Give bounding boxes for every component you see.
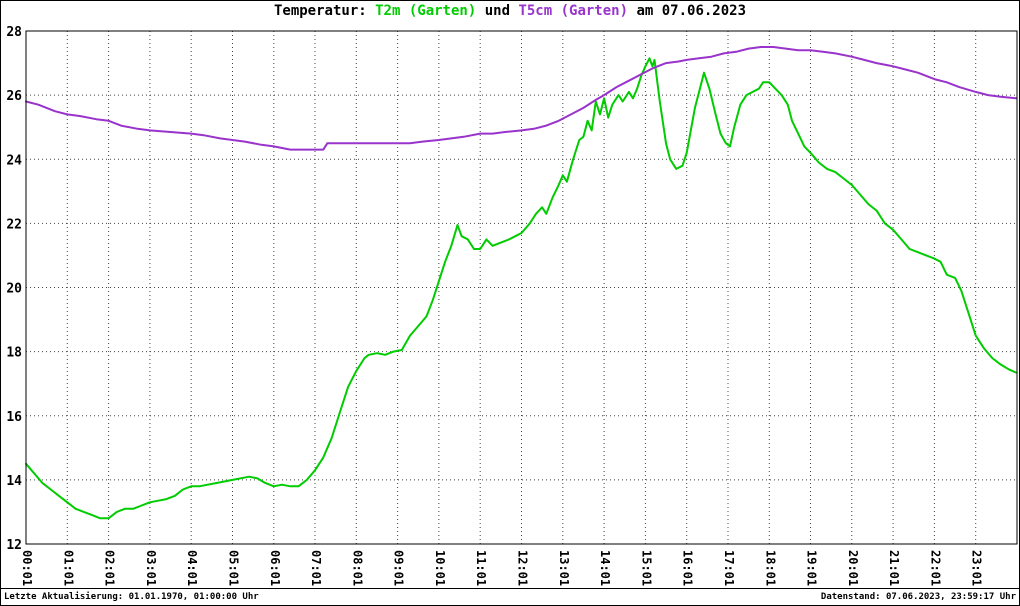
x-tick-label: 18:01 [763, 550, 777, 586]
x-tick-label: 15:01 [639, 550, 653, 586]
x-tick-label: 06:01 [268, 550, 282, 586]
y-tick-label: 16 [6, 410, 22, 425]
t2m-line [25, 57, 1017, 520]
page-title: Temperatur: T2m (Garten) und T5cm (Garte… [1, 3, 1019, 19]
page-title-mid: und [476, 3, 519, 19]
x-tick-label: 07:01 [309, 550, 323, 586]
t5cm-line [25, 46, 1017, 151]
last-update-text: Letzte Aktualisierung: 01.01.1970, 01:00… [4, 592, 259, 602]
x-tick-label: 13:01 [557, 550, 571, 586]
x-tick-label: 21:01 [887, 550, 901, 586]
footer-bar: Letzte Aktualisierung: 01.01.1970, 01:00… [1, 588, 1019, 605]
y-tick-label: 20 [6, 282, 22, 297]
x-tick-label: 23:01 [970, 550, 984, 586]
page-title-series2: T5cm (Garten) [518, 3, 629, 19]
x-tick-label: 02:01 [103, 550, 117, 586]
x-tick-label: 16:01 [681, 550, 695, 586]
x-tick-label: 20:01 [846, 550, 860, 586]
x-tick-label: 05:01 [227, 550, 241, 586]
x-tick-label: 01:01 [61, 550, 75, 586]
x-tick-label: 08:01 [350, 550, 364, 586]
x-tick-label: 17:01 [722, 550, 736, 586]
page-title-series1: T2m (Garten) [375, 3, 477, 19]
page-title-suffix: am 07.06.2023 [628, 3, 747, 19]
x-tick-label: 11:01 [474, 550, 488, 586]
x-tick-label: 04:01 [185, 550, 199, 586]
y-tick-label: 26 [6, 89, 22, 104]
x-tick-label: 22:01 [928, 550, 942, 586]
y-tick-label: 28 [6, 25, 22, 40]
data-timestamp-text: Datenstand: 07.06.2023, 23:59:17 Uhr [820, 592, 1016, 602]
y-tick-label: 22 [6, 217, 22, 232]
x-tick-label: 12:01 [516, 550, 530, 586]
x-tick-label: 09:01 [392, 550, 406, 586]
x-tick-label: 03:01 [144, 550, 158, 586]
y-tick-label: 14 [6, 474, 22, 489]
y-tick-label: 18 [6, 346, 22, 361]
x-tick-label: 14:01 [598, 550, 612, 586]
x-tick-label: 19:01 [805, 550, 819, 586]
y-tick-label: 12 [6, 538, 22, 553]
page-title-prefix: Temperatur: [273, 3, 376, 19]
x-tick-label: 00:01 [20, 550, 34, 586]
plot-border [25, 30, 1018, 545]
temperature-chart: 12 14 16 18 20 22 24 26 28 00:01 01:01 02:01 03:01 04… [6, 25, 1018, 586]
x-tick-label: 10:01 [433, 550, 447, 586]
y-tick-label: 24 [6, 153, 22, 168]
